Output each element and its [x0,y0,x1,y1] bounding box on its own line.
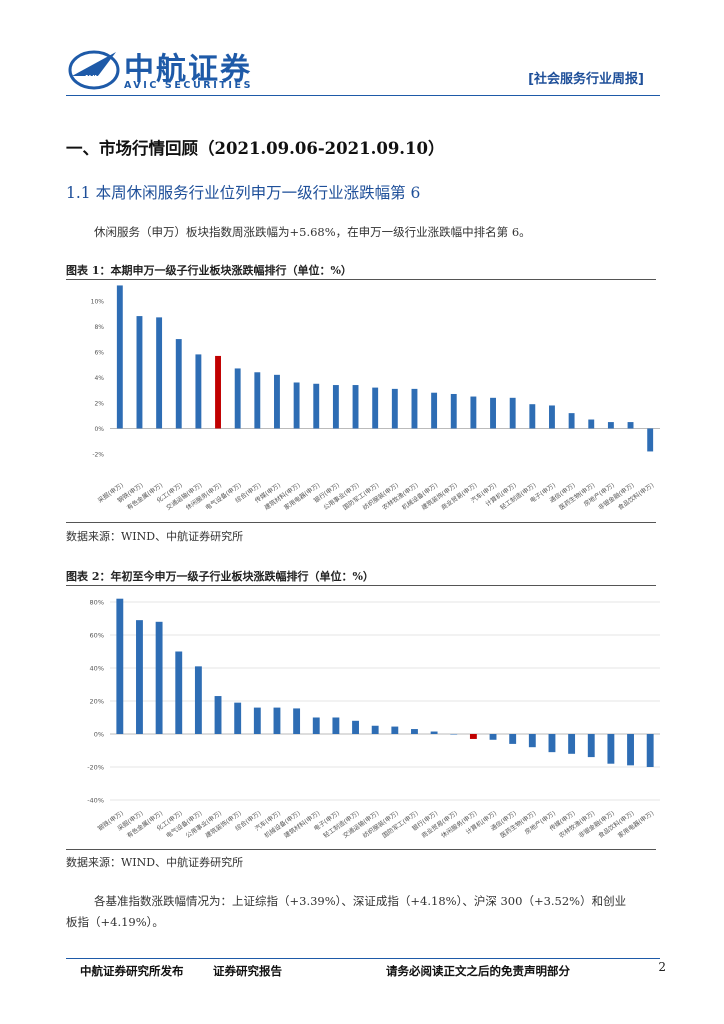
closing-paragraph-line-1: 各基准指数涨跌幅情况为：上证综指（+3.39%）、深证成指（+4.18%）、沪深… [94,894,627,908]
bar [312,717,320,734]
brand-name: 中航证券 [124,52,252,87]
bar [274,374,280,429]
section-title: 一、市场行情回顾（2021.09.06-2021.09.10） [66,139,445,158]
bar [568,413,575,429]
bar [352,385,359,429]
bar [194,666,202,734]
chart-ytd-returns: -40%-20%0%20%40%60%80%钢铁(申万)采掘(申万)有色金属(申… [87,598,660,840]
report-tag: [社会服务行业周报] [528,72,644,87]
bar-highlight [469,734,477,739]
bar [332,717,340,734]
bar [647,428,654,452]
bar [214,696,222,734]
bar [411,729,418,734]
bar [588,419,595,429]
bar [607,422,614,429]
bar [352,720,359,734]
bar [548,734,556,753]
bar [332,385,339,429]
bar [136,620,143,734]
bar [195,354,202,429]
y-tick-label: 0% [94,731,104,739]
figure-1-top-rule [66,279,656,280]
bar [313,383,320,429]
bar [253,707,261,734]
bar [391,726,399,734]
bar [391,388,398,429]
intro-paragraph: 休闲服务（申万）板块指数周涨跌幅为+5.68%，在申万一级行业涨跌幅中排名第 6… [94,225,531,239]
y-tick-label: -40% [87,797,104,805]
bar [627,734,634,766]
bar [509,397,516,429]
bar [116,598,124,734]
bar [607,734,615,764]
figure-2-top-rule [66,585,656,586]
y-tick-label: 4% [94,375,104,382]
bar-highlight [215,355,221,429]
bar [627,422,634,429]
y-tick-label: 0% [94,426,104,433]
bar [549,405,555,429]
y-tick-label: 6% [94,349,104,356]
y-tick-label: -20% [87,764,104,772]
bar [431,392,438,429]
bar [587,734,595,758]
bar [411,388,418,429]
footer-report-type: 证券研究报告 [213,964,282,978]
figure-1-title: 图表 1：本期申万一级子行业板块涨跌幅排行（单位：%） [66,264,352,277]
bar [234,368,241,429]
bar [372,387,379,429]
brand-name-en: AVIC SECURITIES [124,80,254,91]
chart-weekly-returns: -2%0%2%4%6%8%10%采掘(申万)钢铁(申万)有色金属(申万)化工(申… [91,285,660,512]
bar [529,404,536,429]
bar [450,734,458,735]
y-tick-label: 2% [94,400,104,407]
footer-disclaimer: 请务必阅读正文之后的免责声明部分 [386,964,570,978]
bar [136,316,143,429]
bar [509,734,517,744]
bar [293,708,301,734]
closing-paragraph-line-2: 板指（+4.19%）。 [66,915,164,929]
bar [450,393,457,429]
bar [430,731,438,734]
bar [646,734,654,767]
y-tick-label: 60% [90,632,104,640]
bar [371,725,379,734]
bar [254,372,261,429]
bar [156,317,163,429]
bar [489,734,497,740]
bar [234,702,242,734]
page-number: 2 [658,960,666,974]
y-tick-label: 80% [90,599,104,607]
avic-logo-icon: AVIC [68,50,120,90]
figure-2-bottom-rule [66,849,656,850]
bar [175,339,182,429]
svg-text:AVIC: AVIC [84,74,102,82]
bar [175,651,183,734]
y-tick-label: 8% [94,324,104,331]
footer-publisher: 中航证券研究所发布 [80,964,184,978]
figure-1-bottom-rule [66,522,656,523]
bar [273,707,281,734]
section-subtitle: 1.1 本周休闲服务行业位列申万一级行业涨跌幅第 6 [66,184,421,202]
y-tick-label: 40% [90,665,104,673]
bar [293,382,300,429]
header-divider [66,95,660,96]
footer-divider [66,958,660,959]
y-tick-label: 20% [90,698,104,706]
figure-1-source: 数据来源：WIND、中航证券研究所 [66,530,244,543]
y-tick-label: -2% [92,452,104,459]
bar [490,397,496,429]
y-tick-label: 10% [91,298,105,305]
figure-2-source: 数据来源：WIND、中航证券研究所 [66,856,244,869]
bar [470,396,477,429]
bar [528,734,536,748]
bar [155,621,163,734]
bar [568,734,576,754]
bar [116,285,123,429]
figure-2-title: 图表 2：年初至今申万一级子行业板块涨跌幅排行（单位：%） [66,570,374,583]
